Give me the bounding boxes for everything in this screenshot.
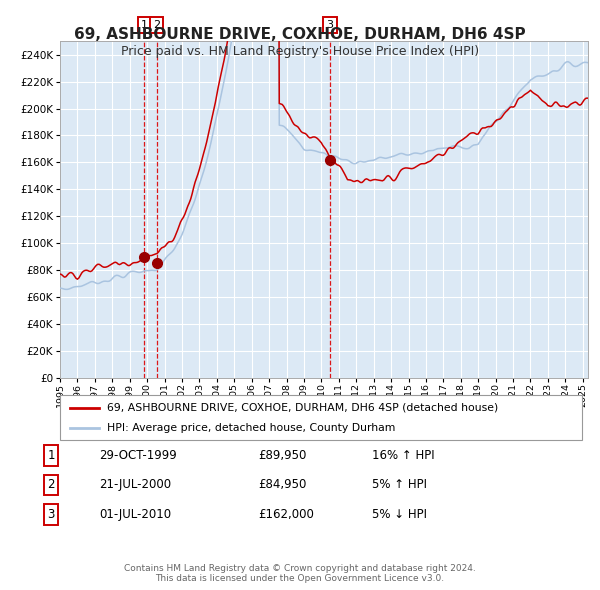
Text: 1: 1 <box>140 20 148 30</box>
Text: 69, ASHBOURNE DRIVE, COXHOE, DURHAM, DH6 4SP (detached house): 69, ASHBOURNE DRIVE, COXHOE, DURHAM, DH6… <box>107 403 498 412</box>
HPI: Average price, detached house, County Durham: (2.03e+03, 2.34e+05): Average price, detached house, County Du… <box>586 59 593 66</box>
69, ASHBOURNE DRIVE, COXHOE, DURHAM, DH6 4SP (detached house) <box>334 162 341 169</box>
Text: 2: 2 <box>153 20 160 30</box>
HPI: Average price, detached house, County Durham: (2.01e+03, 1.64e+05): Average price, detached house, County Du… <box>334 153 341 160</box>
Text: £84,950: £84,950 <box>258 478 307 491</box>
Text: £162,000: £162,000 <box>258 508 314 521</box>
Text: 16% ↑ HPI: 16% ↑ HPI <box>372 449 434 462</box>
69, ASHBOURNE DRIVE, COXHOE, DURHAM, DH6 4SP (detached house) <box>586 95 593 102</box>
Text: 2: 2 <box>47 478 55 491</box>
69, ASHBOURNE DRIVE, COXHOE, DURHAM, DH6 4SP (detached house) <box>595 94 600 101</box>
Text: 21-JUL-2000: 21-JUL-2000 <box>99 478 171 491</box>
HPI: Average price, detached house, County Durham: (2e+03, 7.96e+04): Average price, detached house, County Du… <box>146 267 154 274</box>
Text: 1: 1 <box>47 449 55 462</box>
Text: 5% ↓ HPI: 5% ↓ HPI <box>372 508 427 521</box>
Text: 69, ASHBOURNE DRIVE, COXHOE, DURHAM, DH6 4SP: 69, ASHBOURNE DRIVE, COXHOE, DURHAM, DH6… <box>74 27 526 41</box>
HPI: Average price, detached house, County Durham: (2e+03, 6.65e+04): Average price, detached house, County Du… <box>56 284 64 291</box>
Text: HPI: Average price, detached house, County Durham: HPI: Average price, detached house, Coun… <box>107 423 395 433</box>
Text: 5% ↑ HPI: 5% ↑ HPI <box>372 478 427 491</box>
Line: HPI: Average price, detached house, County Durham: HPI: Average price, detached house, Coun… <box>60 0 599 289</box>
69, ASHBOURNE DRIVE, COXHOE, DURHAM, DH6 4SP (detached house) <box>56 270 64 277</box>
Text: 29-OCT-1999: 29-OCT-1999 <box>99 449 177 462</box>
HPI: Average price, detached house, County Durham: (2e+03, 7.85e+04): Average price, detached house, County Du… <box>126 268 133 276</box>
HPI: Average price, detached house, County Durham: (2.03e+03, 2.33e+05): Average price, detached house, County Du… <box>595 60 600 67</box>
Text: 01-JUL-2010: 01-JUL-2010 <box>99 508 171 521</box>
Text: 3: 3 <box>47 508 55 521</box>
69, ASHBOURNE DRIVE, COXHOE, DURHAM, DH6 4SP (detached house) <box>146 252 154 259</box>
Text: Contains HM Land Registry data © Crown copyright and database right 2024.
This d: Contains HM Land Registry data © Crown c… <box>124 563 476 583</box>
Text: Price paid vs. HM Land Registry's House Price Index (HPI): Price paid vs. HM Land Registry's House … <box>121 45 479 58</box>
69, ASHBOURNE DRIVE, COXHOE, DURHAM, DH6 4SP (detached house) <box>74 276 81 283</box>
HPI: Average price, detached house, County Durham: (2.02e+03, 1.72e+05): Average price, detached house, County Du… <box>454 143 461 150</box>
Text: £89,950: £89,950 <box>258 449 307 462</box>
69, ASHBOURNE DRIVE, COXHOE, DURHAM, DH6 4SP (detached house) <box>126 262 133 269</box>
Line: 69, ASHBOURNE DRIVE, COXHOE, DURHAM, DH6 4SP (detached house): 69, ASHBOURNE DRIVE, COXHOE, DURHAM, DH6… <box>60 0 599 279</box>
69, ASHBOURNE DRIVE, COXHOE, DURHAM, DH6 4SP (detached house) <box>454 139 461 146</box>
Text: 3: 3 <box>326 20 334 30</box>
HPI: Average price, detached house, County Durham: (2e+03, 6.56e+04): Average price, detached house, County Du… <box>62 286 70 293</box>
